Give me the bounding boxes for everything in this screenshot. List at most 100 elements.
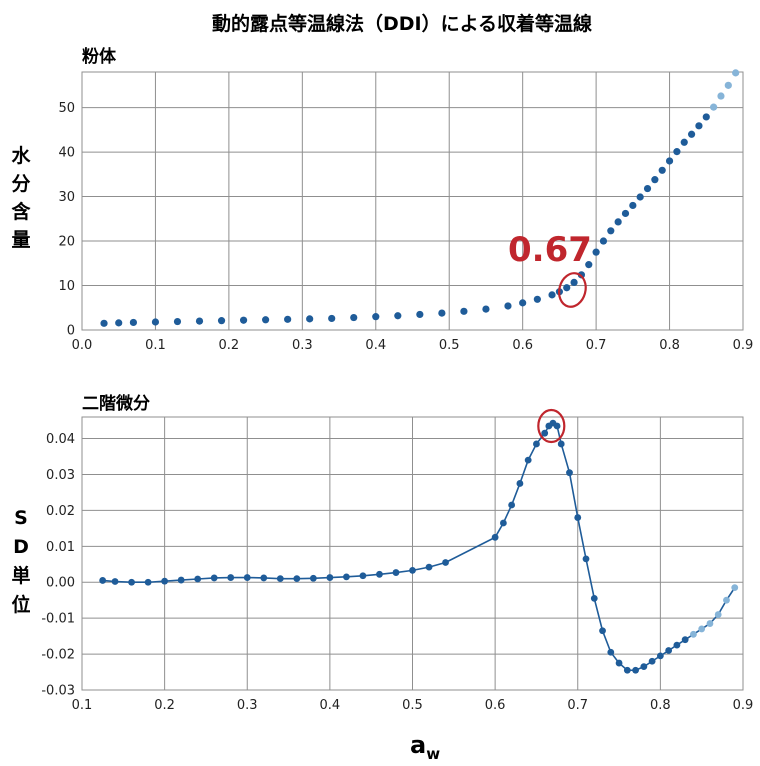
bottom-data-point — [194, 575, 202, 583]
bottom-x-tick-label: 0.9 — [733, 698, 754, 713]
top-data-point — [702, 113, 710, 121]
top-data-point — [394, 312, 402, 320]
bottom-x-tick-label: 0.4 — [320, 698, 341, 713]
top-subtitle: 粉体 — [82, 46, 117, 67]
bottom-data-point — [632, 666, 639, 674]
top-data-point — [607, 227, 615, 235]
bottom-data-point — [343, 573, 350, 581]
bottom-data-point — [690, 630, 697, 638]
bottom-x-tick-label: 0.8 — [650, 698, 671, 713]
top-data-point — [416, 310, 424, 319]
bottom-data-point — [276, 575, 284, 583]
bottom-data-point — [665, 647, 673, 654]
top-data-point — [350, 313, 358, 322]
top-data-point — [563, 284, 571, 292]
top-x-tick-label: 0.8 — [659, 338, 680, 353]
top-x-tick-label: 0.7 — [586, 338, 607, 353]
top-data-point — [372, 313, 380, 321]
bottom-data-point — [260, 574, 268, 582]
bottom-data-point — [111, 578, 119, 585]
bottom-ylabel-char: 単 — [11, 564, 30, 587]
top-data-point — [599, 237, 608, 245]
bottom-data-point — [673, 641, 681, 649]
top-y-tick-label: 40 — [58, 146, 75, 161]
top-data-point — [680, 138, 688, 146]
top-y-tick-label: 10 — [58, 279, 75, 294]
bottom-data-point — [243, 574, 251, 581]
top-data-point — [673, 148, 681, 156]
bottom-data-point — [309, 574, 317, 582]
bottom-data-point — [607, 648, 615, 656]
top-data-point — [687, 130, 696, 138]
bottom-data-point — [161, 577, 169, 585]
top-data-point — [724, 81, 732, 89]
bottom-data-point — [714, 611, 722, 618]
top-data-point — [548, 291, 556, 299]
bottom-data-point — [128, 578, 135, 586]
bottom-y-tick-label: 0.04 — [46, 432, 75, 447]
x-axis-label-sub: w — [426, 745, 440, 763]
top-data-point — [460, 307, 468, 315]
top-data-point — [173, 317, 182, 326]
bottom-y-tick-label: -0.03 — [41, 684, 75, 699]
top-y-tick-label: 30 — [58, 190, 75, 205]
top-data-point — [585, 261, 593, 269]
bottom-subtitle: 二階微分 — [82, 393, 150, 414]
bottom-y-tick-label: 0.01 — [46, 540, 75, 555]
top-data-point — [328, 314, 336, 323]
bottom-data-point — [425, 563, 433, 571]
bottom-data-point — [582, 555, 590, 563]
bottom-data-point — [656, 652, 664, 660]
bottom-ylabel-char: 位 — [11, 593, 30, 616]
bottom-plot-area: 0.1 0.2 0.3 0.4 0.5 0.6 0.7 0.8 0.9 -0.03 -0.02 -0.… — [41, 408, 754, 713]
top-ylabel-char: 水 — [11, 145, 31, 167]
top-x-tick-label: 0.2 — [219, 338, 240, 353]
top-data-point — [306, 315, 314, 323]
bottom-y-tick-label: 0.03 — [46, 468, 75, 483]
top-data-point — [665, 157, 674, 165]
bottom-ylabel-char: S — [14, 507, 28, 529]
top-data-point — [217, 317, 226, 325]
bottom-data-point — [640, 663, 648, 671]
top-y-tick-label: 0 — [67, 324, 75, 339]
top-plot-frame — [81, 71, 744, 331]
top-data-point — [100, 319, 108, 327]
top-data-point — [651, 176, 659, 184]
x-axis-label-main: a — [410, 731, 426, 759]
bottom-data-point — [359, 572, 367, 580]
bottom-data-point — [177, 576, 185, 584]
top-x-tick-label: 0.5 — [439, 338, 460, 353]
top-data-point — [129, 318, 138, 327]
top-x-tick-label: 0.4 — [365, 338, 386, 353]
top-data-point — [533, 295, 541, 303]
bottom-y-tick-label: -0.02 — [41, 648, 75, 663]
top-y-tick-label: 50 — [58, 101, 75, 116]
top-data-point — [284, 315, 292, 323]
x-axis-label: aw — [410, 731, 440, 763]
bottom-y-tick-label: 0.02 — [46, 504, 75, 519]
top-data-point — [695, 122, 703, 130]
top-ylabel-char: 分 — [11, 173, 30, 195]
top-data-point — [636, 193, 644, 201]
bottom-x-tick-label: 0.3 — [237, 698, 258, 713]
top-data-point — [115, 319, 123, 327]
bottom-data-point — [574, 514, 582, 521]
bottom-data-point — [541, 429, 549, 437]
chart-title: 動的露点等温線法（DDI）による収着等温線 — [212, 12, 592, 35]
bottom-data-point — [623, 666, 631, 674]
top-data-point — [629, 201, 637, 210]
bottom-data-point — [648, 657, 656, 665]
bottom-data-point — [723, 596, 730, 604]
top-ylabel-char: 量 — [11, 229, 30, 251]
annotation-label: 0.67 — [508, 230, 592, 270]
top-data-point — [519, 299, 527, 307]
bottom-data-point — [491, 533, 499, 541]
top-data-point — [570, 278, 578, 287]
top-data-point — [239, 316, 248, 324]
bottom-data-point — [326, 574, 334, 581]
bottom-x-tick-label: 0.7 — [567, 698, 588, 713]
top-data-point — [195, 317, 204, 325]
top-data-point — [151, 318, 160, 326]
bottom-data-point — [698, 625, 706, 633]
